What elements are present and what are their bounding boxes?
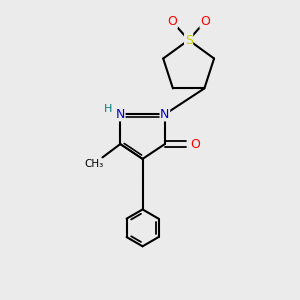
Text: CH₃: CH₃ [85, 159, 104, 169]
Text: O: O [200, 15, 210, 28]
Text: O: O [190, 138, 200, 151]
Text: S: S [184, 34, 193, 46]
Text: O: O [167, 15, 177, 28]
Text: N: N [160, 108, 170, 121]
Text: N: N [116, 108, 125, 121]
Text: H: H [103, 104, 112, 114]
